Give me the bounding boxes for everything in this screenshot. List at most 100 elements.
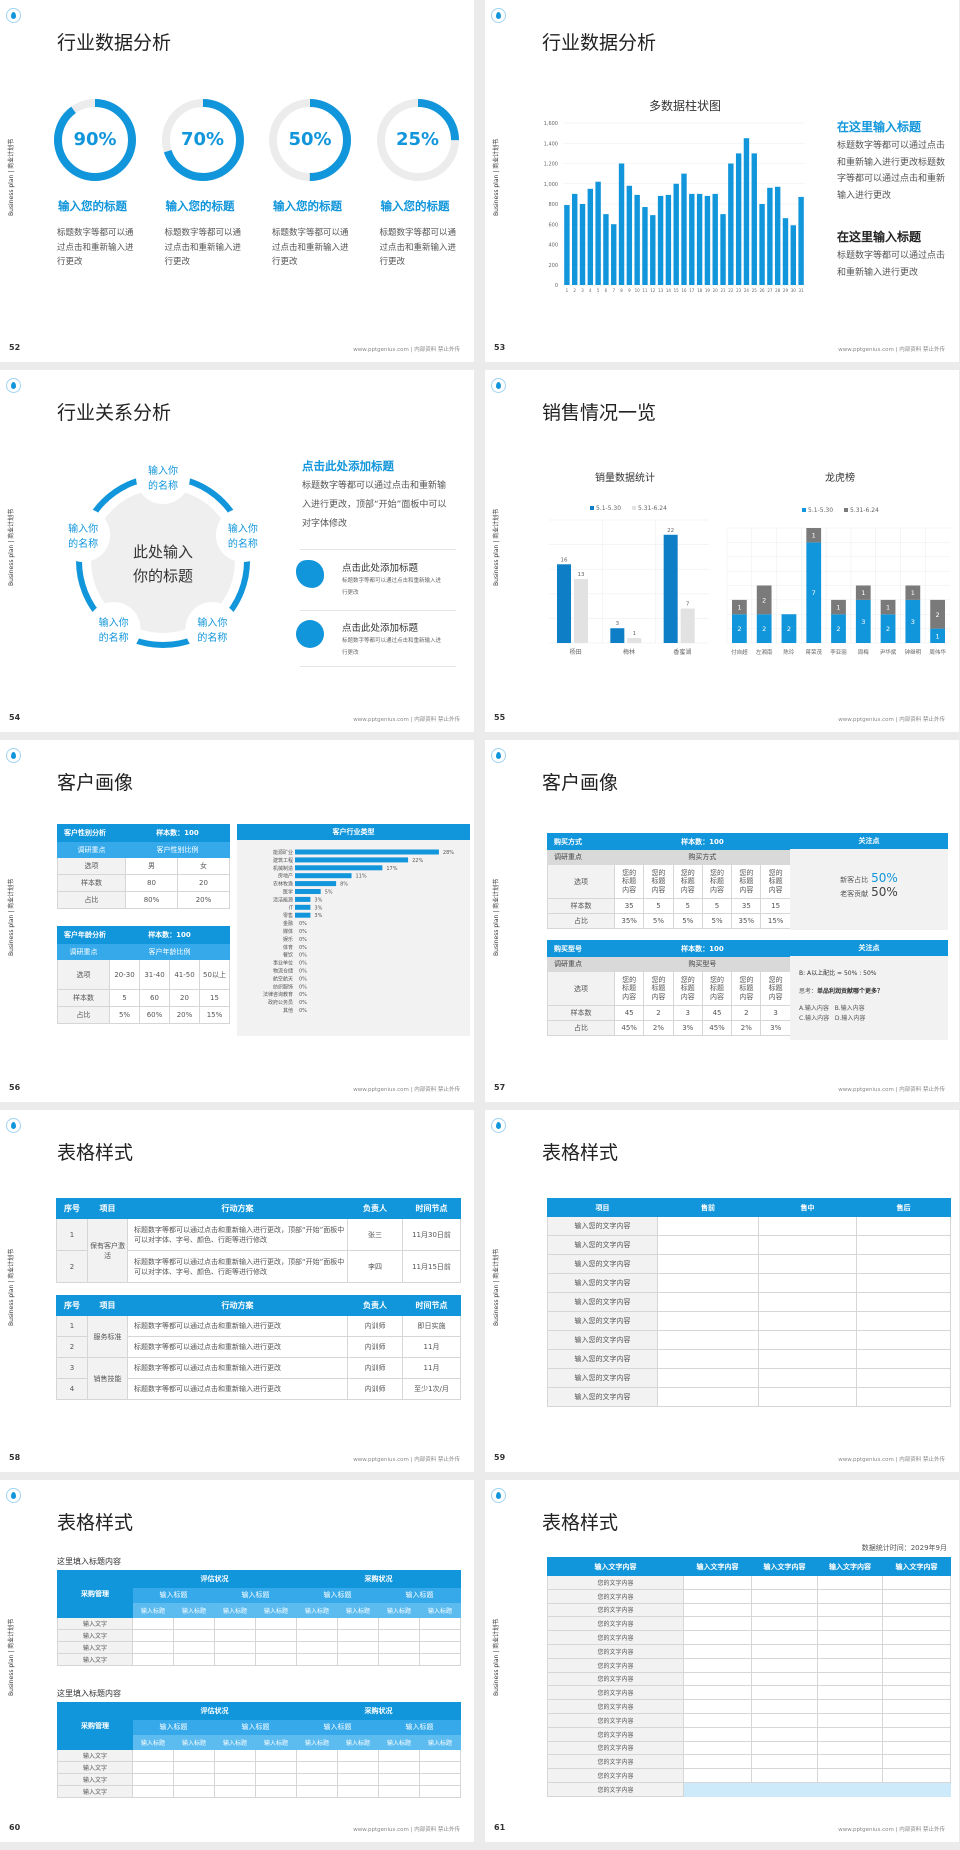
data-label: 1 bbox=[836, 604, 840, 612]
table-cell bbox=[378, 1785, 420, 1798]
table-cell: 占比 bbox=[57, 891, 126, 909]
block-body: 标题数字等都可以通过点击和重新输入进行更改 bbox=[837, 251, 946, 278]
logo-icon bbox=[11, 1122, 16, 1129]
data-label: 0% bbox=[299, 992, 307, 998]
bar bbox=[673, 183, 679, 285]
table-cell bbox=[173, 1653, 215, 1666]
table-cell bbox=[882, 1575, 951, 1590]
table-cell: 采购管理 bbox=[57, 1570, 133, 1618]
category-label: 事业单位 bbox=[273, 960, 293, 967]
table-row: 调研重点 客户年龄比例 bbox=[57, 943, 230, 960]
bar bbox=[704, 195, 711, 285]
page-number: 52 bbox=[9, 343, 21, 352]
table-cell: 内训师 bbox=[347, 1336, 403, 1358]
x-tick-label: 4 bbox=[589, 288, 592, 293]
category-label: 航空航天 bbox=[273, 975, 293, 982]
table-cell bbox=[378, 1629, 420, 1642]
table-cell: 20 bbox=[177, 874, 230, 892]
logo bbox=[6, 378, 21, 393]
table-cell: 占比 bbox=[57, 1006, 110, 1024]
x-tick-label: 25 bbox=[752, 288, 758, 293]
panel-header: 客户行业类型 bbox=[237, 824, 470, 840]
data-label: 5% bbox=[325, 890, 333, 896]
table-row: 您的文字内容 bbox=[547, 1588, 951, 1604]
table-cell: 45 bbox=[613, 1005, 645, 1021]
table-cell bbox=[657, 1292, 759, 1312]
table-cell: 输入标题 bbox=[296, 1602, 338, 1618]
table-cell bbox=[856, 1292, 951, 1312]
table-cell: 输入标题 bbox=[173, 1734, 215, 1750]
x-tick-label: 3 bbox=[581, 288, 584, 293]
bar-segment bbox=[855, 599, 871, 643]
table-row: 输入文字 bbox=[57, 1749, 461, 1762]
table-row: 调研重点 购买型号 bbox=[547, 956, 791, 972]
table-cell: 您的标题内容 bbox=[701, 971, 733, 1006]
page-number: 58 bbox=[9, 1453, 21, 1462]
category-label: 纺织服饰 bbox=[273, 983, 293, 990]
table-cell bbox=[657, 1216, 759, 1236]
purchase-table: 购买型号 样本数：100 调研重点 购买型号 选项 您的标题内容 您的标题内容 您的标题内容您… bbox=[547, 940, 791, 1036]
category-label: 清洁能源 bbox=[273, 896, 293, 903]
logo bbox=[6, 1118, 21, 1133]
table-cell bbox=[856, 1273, 951, 1293]
center-circle bbox=[91, 489, 235, 633]
table-cell bbox=[296, 1785, 338, 1798]
table-cell bbox=[751, 1616, 818, 1632]
table-title: 购买方式 bbox=[547, 833, 615, 850]
bar bbox=[774, 186, 781, 285]
table-cell: 您的标题内容 bbox=[672, 971, 703, 1006]
table-cell: 输入您的文字内容 bbox=[547, 1216, 658, 1236]
table-cell bbox=[173, 1749, 215, 1762]
table-row: 序号 项目 行动方案 负责人 时间节点 bbox=[56, 1198, 461, 1219]
ring-heading: 输入您的标题 bbox=[380, 199, 450, 213]
table-cell bbox=[657, 1235, 759, 1255]
table-cell bbox=[296, 1617, 338, 1630]
table-cell bbox=[882, 1768, 951, 1783]
table-cell bbox=[683, 1575, 752, 1590]
table-cell: 选项 bbox=[57, 857, 126, 875]
table-cell bbox=[882, 1671, 951, 1687]
data-label: 0% bbox=[299, 1008, 307, 1014]
category-label: 媒体 bbox=[283, 928, 293, 935]
table-cell bbox=[337, 1641, 379, 1654]
table-cell bbox=[214, 1749, 256, 1762]
y-tick-label: 0 bbox=[555, 283, 558, 289]
bar bbox=[295, 881, 337, 887]
table-cell: 调研重点 bbox=[57, 841, 126, 858]
bar bbox=[665, 194, 672, 285]
table-cell bbox=[882, 1602, 951, 1618]
data-label: 11% bbox=[356, 874, 367, 880]
table-row: 样本数 35 5 5 5 35 15 bbox=[547, 898, 791, 914]
table-cell bbox=[751, 1712, 818, 1728]
column-header: 序号 bbox=[56, 1198, 88, 1219]
logo-icon bbox=[11, 12, 16, 19]
table-cell bbox=[214, 1617, 256, 1630]
table-cell bbox=[657, 1368, 759, 1388]
bar bbox=[295, 904, 311, 910]
x-tick-label: 26 bbox=[760, 288, 766, 293]
table-cell: 15% bbox=[199, 1006, 230, 1024]
table-row: 采购管理 评估状况 采购状况 bbox=[57, 1570, 461, 1618]
table-cell bbox=[337, 1761, 379, 1774]
table-cell bbox=[173, 1761, 215, 1774]
table-row: 您的文字内容 bbox=[547, 1657, 951, 1673]
table-cell: 标题数字等都可以通过点击和重新输入进行更改 bbox=[127, 1357, 348, 1379]
bar bbox=[751, 153, 757, 285]
page-number: 60 bbox=[9, 1823, 21, 1832]
legend-label: 5.31-6.24 bbox=[638, 505, 667, 512]
table-cell bbox=[683, 1754, 752, 1770]
table-row: 1 保有客户激活 标题数字等都可以通过点击和重新输入进行更改，顶部“开始”面板中可以… bbox=[56, 1218, 461, 1283]
x-tick-label: 陈玲 bbox=[783, 648, 795, 656]
table-cell: 输入您的文字内容 bbox=[547, 1254, 658, 1274]
table-cell bbox=[132, 1785, 174, 1798]
x-tick-label: 尹华斌 bbox=[880, 648, 897, 656]
option-label: 您的标题内容 bbox=[622, 869, 637, 894]
table-cell bbox=[657, 1254, 759, 1274]
table-cell bbox=[751, 1671, 818, 1687]
table-cell: 您的标题内容 bbox=[731, 864, 762, 899]
table-cell: 您的文字内容 bbox=[547, 1671, 684, 1687]
x-tick-label: 2 bbox=[573, 288, 576, 293]
table-cell bbox=[758, 1349, 857, 1369]
table-cell bbox=[255, 1617, 297, 1630]
table-cell: 您的标题内容 bbox=[760, 971, 791, 1006]
